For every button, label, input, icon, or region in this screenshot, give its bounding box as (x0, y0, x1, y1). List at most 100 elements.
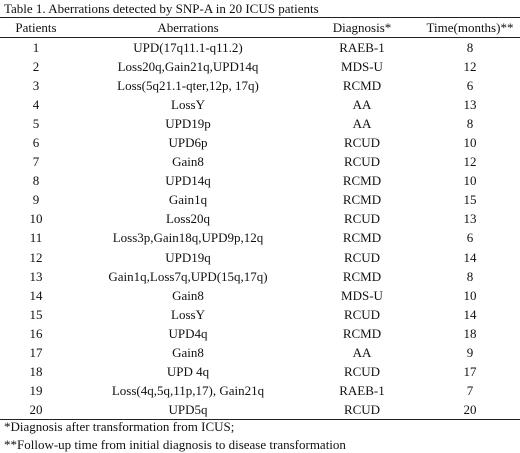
cell-time: 10 (463, 173, 477, 189)
cell-aberrations: Loss20q (165, 211, 211, 227)
cell-aberrations: UPD5q (72, 400, 304, 420)
cell-patient: 11 (29, 230, 43, 246)
table-row: 20 UPD5q RCUD 20 (0, 400, 520, 420)
cell-time: 8 (466, 39, 474, 55)
cell-patient: 13 (29, 268, 43, 284)
cell-time: 8 (466, 115, 474, 131)
cell-diagnosis: AA (352, 96, 372, 112)
cell-aberrations: Loss(5q21.1-qter,12p, 17q) (117, 77, 259, 93)
cell-time: 10 (463, 287, 477, 303)
cell-diagnosis: RAEB-1 (339, 39, 385, 55)
cell-diagnosis: RCMD (342, 325, 382, 341)
cell-diagnosis: RCUD (343, 249, 381, 265)
table-row: 6 UPD6p RCUD 10 (0, 133, 520, 152)
table-row: 1 UPD(17q11.1-q11.2) RAEB-1 8 (0, 38, 520, 57)
table-row: 3 Loss(5q21.1-qter,12p, 17q) RCMD 6 (0, 76, 520, 95)
cell-time: 20 (420, 400, 520, 420)
cell-diagnosis: RCUD (343, 211, 381, 227)
cell-diagnosis: RCUD (343, 306, 381, 322)
table-row: 10 Loss20q RCUD 13 (0, 209, 520, 228)
cell-time: 7 (466, 383, 474, 399)
cell-patient: 9 (32, 192, 40, 208)
cell-diagnosis: RCMD (342, 173, 382, 189)
cell-diagnosis: RAEB-1 (339, 383, 385, 399)
cell-patient: 8 (32, 173, 40, 189)
cell-diagnosis: RCMD (342, 268, 382, 284)
cell-time: 17 (463, 364, 477, 380)
table-row: 12 UPD19q RCUD 14 (0, 248, 520, 267)
cell-aberrations: UPD(17q11.1-q11.2) (133, 39, 243, 55)
footnotes: *Diagnosis after transformation from ICU… (4, 418, 346, 453)
cell-diagnosis: RCUD (304, 400, 420, 420)
table-row: 18 UPD 4q RCUD 17 (0, 362, 520, 381)
cell-diagnosis: RCMD (342, 77, 382, 93)
cell-aberrations: UPD14q (165, 173, 211, 189)
cell-time: 15 (463, 192, 477, 208)
header-aberrations: Aberrations (72, 17, 304, 38)
table-row: 15 LossY RCUD 14 (0, 305, 520, 324)
footnote-diagnosis: *Diagnosis after transformation from ICU… (4, 419, 235, 434)
table-row: 19 Loss(4q,5q,11p,17), Gain21q RAEB-1 7 (0, 381, 520, 400)
cell-patient: 3 (32, 77, 40, 93)
cell-aberrations: Gain8 (172, 287, 204, 303)
cell-time: 9 (466, 345, 474, 361)
cell-patient: 1 (32, 39, 40, 55)
cell-diagnosis: RCUD (343, 135, 381, 151)
cell-time: 14 (463, 249, 477, 265)
table-row: 13 Gain1q,Loss7q,UPD(15q,17q) RCMD 8 (0, 267, 520, 286)
cell-patient: 5 (32, 115, 40, 131)
cell-diagnosis: MDS-U (341, 58, 383, 74)
cell-patient: 17 (29, 345, 43, 361)
cell-diagnosis: RCMD (342, 230, 382, 246)
table-row: 16 UPD4q RCMD 18 (0, 324, 520, 343)
cell-time: 13 (463, 211, 477, 227)
cell-aberrations: UPD 4q (166, 364, 210, 380)
table-body: 1 UPD(17q11.1-q11.2) RAEB-1 8 2 Loss20q,Gain2… (0, 38, 520, 420)
cell-aberrations: Loss(4q,5q,11p,17), Gain21q (111, 383, 265, 399)
cell-diagnosis: RCMD (342, 192, 382, 208)
cell-patient: 19 (29, 383, 43, 399)
cell-diagnosis: RCUD (343, 154, 381, 170)
header-time: Time(months)** (420, 17, 520, 38)
cell-patient: 4 (32, 96, 40, 112)
cell-patient: 16 (29, 325, 43, 341)
table-caption: Table 1. Aberrations detected by SNP-A i… (4, 1, 319, 16)
table-header-row: Patients Aberrations Diagnosis* Time(mon… (0, 17, 520, 38)
table-row: 17 Gain8 AA 9 (0, 343, 520, 362)
cell-time: 6 (466, 230, 474, 246)
header-patients: Patients (0, 17, 72, 38)
cell-diagnosis: AA (352, 115, 372, 131)
cell-aberrations: Gain1q (168, 192, 208, 208)
cell-patient: 18 (29, 364, 43, 380)
cell-diagnosis: RCUD (343, 364, 381, 380)
cell-time: 8 (466, 268, 474, 284)
cell-patient: 10 (29, 211, 43, 227)
table-row: 8 UPD14q RCMD 10 (0, 171, 520, 190)
cell-time: 10 (463, 135, 477, 151)
cell-aberrations: UPD19q (165, 249, 211, 265)
cell-patient: 12 (29, 249, 43, 265)
cell-aberrations: Loss20q,Gain21q,UPD14q (117, 58, 259, 74)
cell-aberrations: Loss3p,Gain18q,UPD9p,12q (112, 230, 264, 246)
cell-patient: 14 (29, 287, 43, 303)
cell-diagnosis: AA (352, 345, 372, 361)
cell-time: 12 (463, 58, 477, 74)
cell-aberrations: UPD6p (168, 135, 208, 151)
cell-patient: 2 (32, 58, 40, 74)
cell-aberrations: Gain8 (172, 154, 204, 170)
cell-patient: 7 (32, 154, 40, 170)
cell-aberrations: UPD4q (168, 325, 208, 341)
cell-patient: 6 (32, 135, 40, 151)
table-row: 14 Gain8 MDS-U 10 (0, 286, 520, 305)
cell-aberrations: LossY (171, 306, 205, 322)
cell-patient: 20 (0, 400, 72, 420)
cell-time: 14 (463, 306, 477, 322)
aberrations-table: Patients Aberrations Diagnosis* Time(mon… (0, 17, 520, 420)
footnote-time: **Follow-up time from initial diagnosis … (4, 436, 346, 452)
header-diagnosis: Diagnosis* (304, 17, 420, 38)
cell-patient: 15 (29, 306, 43, 322)
cell-time: 12 (463, 154, 477, 170)
cell-time: 6 (466, 77, 474, 93)
cell-aberrations: Gain1q,Loss7q,UPD(15q,17q) (108, 268, 268, 284)
